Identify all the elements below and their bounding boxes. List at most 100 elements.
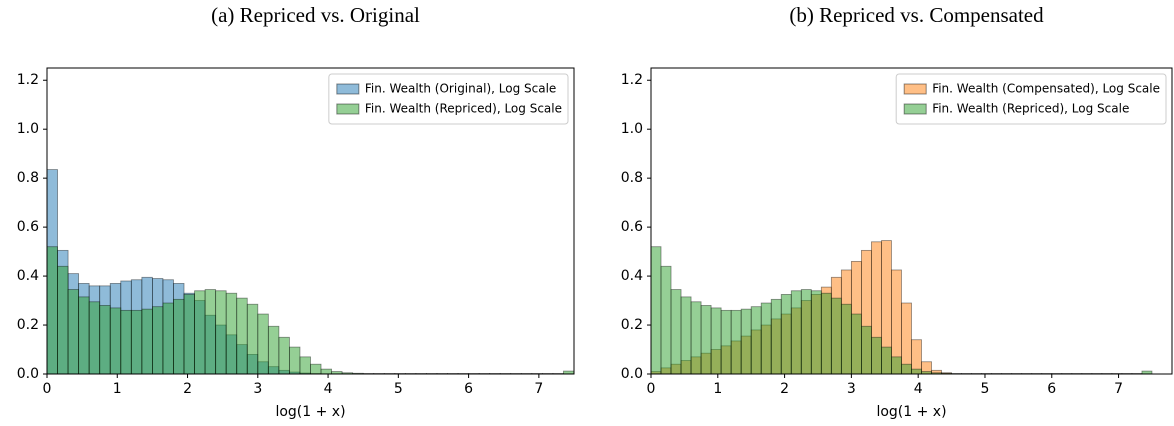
x-tick-label: 5 [394,381,403,397]
x-tick-label: 7 [534,381,543,397]
bar [690,301,702,375]
y-tick-label: 0.6 [17,219,39,235]
x-tick-label: 0 [43,381,52,397]
bar [88,301,101,375]
x-tick-label: 5 [981,381,990,397]
x-tick-label: 4 [324,381,333,397]
bar [162,302,174,375]
bar [236,297,248,375]
bar [215,290,227,375]
legend: Fin. Wealth (Original), Log Scale Fin. We… [328,73,569,125]
bar [871,336,882,375]
legend-label: Fin. Wealth (Compensated), Log Scale [932,82,1160,96]
bar [760,302,772,375]
bar [660,265,672,375]
x-tick-label: 0 [647,381,656,397]
y-tick-label: 1.2 [621,72,643,88]
bar [840,303,852,375]
x-tick-label: 3 [253,381,262,397]
bar [881,346,892,375]
legend-swatch [903,103,927,115]
bar [901,363,912,375]
y-tick-label: 0.2 [17,317,39,333]
x-axis-label: log(1 + x) [275,404,345,420]
bar [700,305,712,375]
bar [141,308,153,375]
bar [246,303,259,375]
y-tick-label: 1.0 [621,121,643,137]
x-tick-label: 7 [1114,381,1123,397]
bar [257,313,269,375]
plot-frame [46,67,575,375]
bar [911,368,922,375]
bar [225,292,238,375]
bar [850,313,862,375]
bar [151,306,164,375]
bar [770,298,782,375]
subplot-title: (a) Repriced vs. Original [211,3,420,27]
x-tick-label: 2 [780,381,789,397]
bar [680,296,692,375]
y-tick-label: 0.4 [17,268,39,284]
x-axis-label: log(1 + x) [876,404,946,420]
bar [670,289,682,375]
legend-label: Fin. Wealth (Repriced), Log Scale [365,102,562,116]
y-tick-label: 1.0 [17,121,39,137]
bar [130,309,143,375]
x-tick-label: 6 [464,381,473,397]
legend-label: Fin. Wealth (Repriced), Log Scale [932,102,1129,116]
legend-frame [895,73,1167,125]
bar [650,246,662,375]
bar [790,290,802,375]
plot-frame [650,67,1173,375]
bar [267,325,280,375]
y-tick-label: 0.0 [17,366,39,382]
bar [289,346,301,375]
y-tick-label: 0.0 [621,366,643,382]
bar [901,302,912,375]
bar [730,309,742,375]
bar [780,294,792,375]
y-tick-label: 0.6 [621,219,643,235]
bar [204,289,217,375]
bar [278,336,290,375]
bar [109,307,122,375]
bar [310,363,322,375]
y-tick-label: 0.4 [621,268,643,284]
x-tick-label: 4 [914,381,923,397]
subplot: (a) Repriced vs. Original 0.0 0.2 0.4 0.6 0.8… [17,3,575,420]
bar [57,265,69,375]
subplot: (b) Repriced vs. Compensated 0.0 0.2 0.4 0.6… [621,3,1173,420]
legend-swatch [336,103,360,115]
x-tick-label: 1 [113,381,122,397]
x-tick-label: 1 [713,381,722,397]
bar [78,296,90,375]
x-tick-label: 2 [183,381,192,397]
y-tick-label: 0.2 [621,317,643,333]
bar [810,290,822,375]
bar [194,290,206,375]
bar [299,356,311,375]
bar [99,305,111,375]
bar [710,307,722,375]
bar [120,309,132,375]
bar [183,294,195,375]
bar [173,298,185,375]
x-tick-label: 6 [1047,381,1056,397]
legend-swatch [336,83,360,95]
bar [861,325,872,375]
bar [891,356,902,375]
bar [46,246,58,375]
bar [320,368,332,375]
bar [720,309,732,375]
legend-swatch [903,83,927,95]
y-tick-label: 1.2 [17,72,39,88]
bar [67,289,80,375]
y-tick-label: 0.8 [621,170,643,186]
bar [830,297,842,375]
y-tick-label: 0.8 [17,170,39,186]
legend-label: Fin. Wealth (Original), Log Scale [365,82,556,96]
x-tick-label: 3 [847,381,856,397]
bar [740,308,752,375]
